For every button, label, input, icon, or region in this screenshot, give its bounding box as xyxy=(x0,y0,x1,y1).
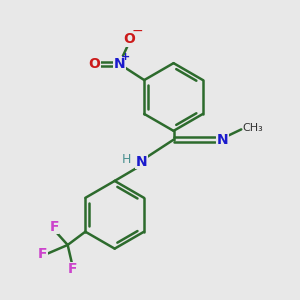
Text: CH₃: CH₃ xyxy=(243,123,263,133)
Text: F: F xyxy=(67,262,77,276)
Text: N: N xyxy=(216,133,228,147)
Text: F: F xyxy=(38,247,47,261)
Text: −: − xyxy=(132,24,144,38)
Text: O: O xyxy=(124,32,135,46)
Text: +: + xyxy=(121,52,130,62)
Text: O: O xyxy=(88,57,100,71)
Text: N: N xyxy=(135,155,147,169)
Text: F: F xyxy=(50,220,59,234)
Text: N: N xyxy=(113,57,125,71)
Text: H: H xyxy=(122,153,131,166)
